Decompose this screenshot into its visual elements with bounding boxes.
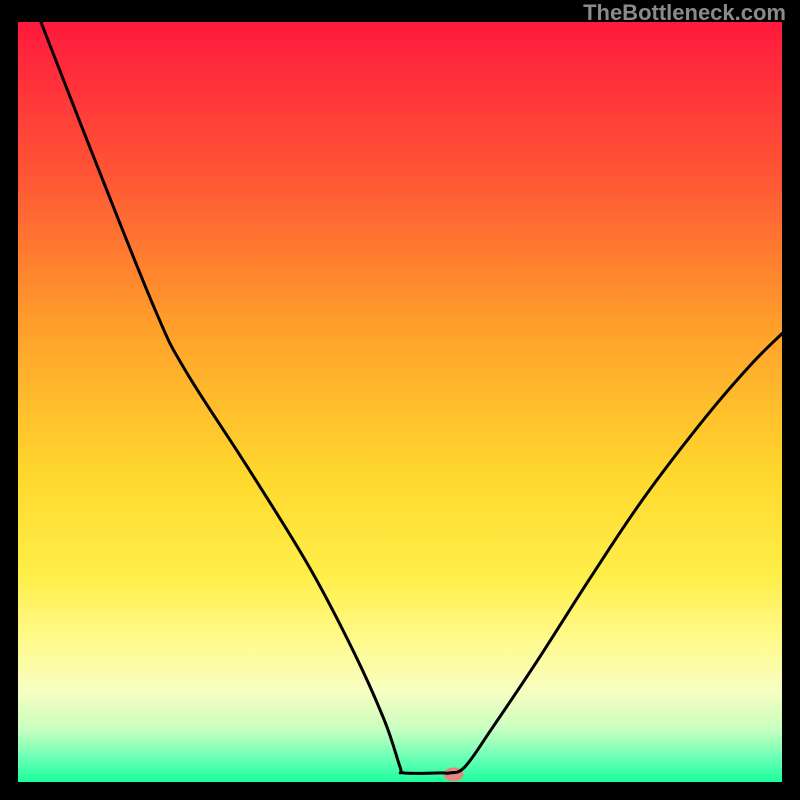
plot-svg	[18, 22, 782, 782]
gradient-background	[18, 22, 782, 782]
chart-frame: TheBottleneck.com	[0, 0, 800, 800]
plot-area	[18, 22, 782, 782]
watermark-text: TheBottleneck.com	[583, 0, 786, 26]
